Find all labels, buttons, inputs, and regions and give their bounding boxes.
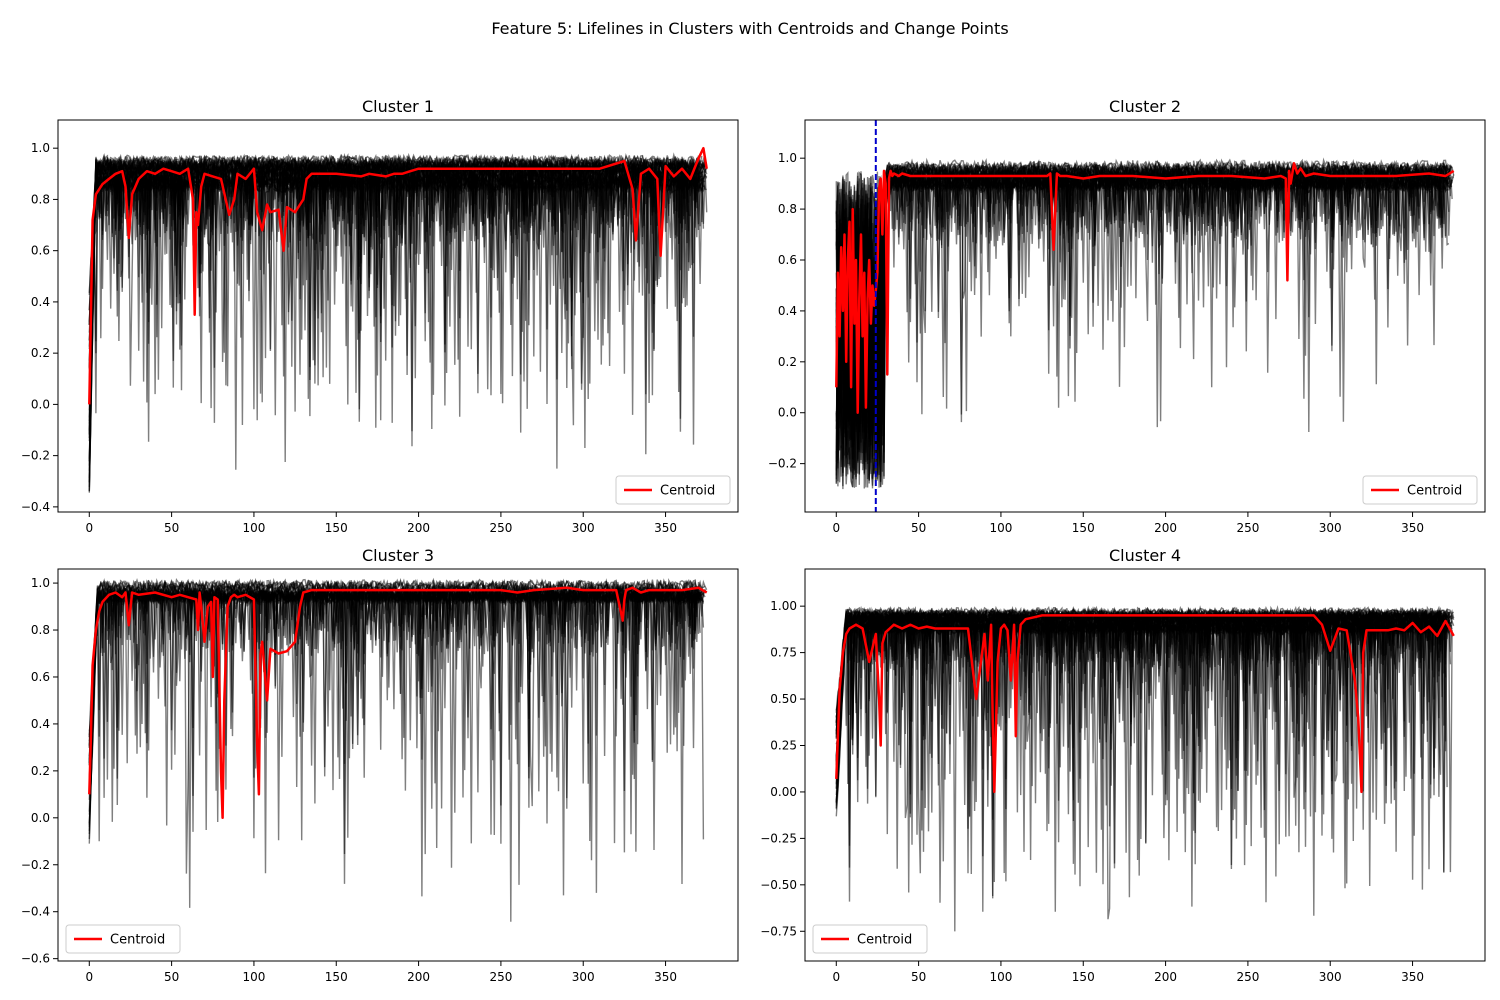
y-tick-label: −0.75	[760, 924, 797, 938]
y-tick-label: 1.00	[770, 599, 797, 613]
centroid-line	[835, 162, 1455, 414]
lifeline	[88, 154, 700, 399]
y-tick-label: −0.2	[768, 457, 797, 471]
y-tick-label: −0.50	[760, 878, 797, 892]
y-tick-label: 1.0	[31, 576, 50, 590]
y-tick-label: 0.4	[31, 295, 50, 309]
centroid-line	[88, 146, 708, 405]
panel-title: Cluster 3	[362, 546, 434, 565]
y-tick-label: 0.6	[31, 670, 50, 684]
y-tick-label: −0.2	[21, 858, 50, 872]
legend: Centroid	[1362, 475, 1478, 505]
legend-box	[812, 924, 928, 954]
x-tick-label: 0	[832, 970, 840, 984]
centroid-line	[835, 614, 1455, 794]
x-tick-label: 150	[1072, 970, 1095, 984]
x-tick-label: 200	[407, 970, 430, 984]
y-tick-label: −0.4	[21, 905, 50, 919]
y-tick-label: 0.8	[31, 192, 50, 206]
x-tick-label: 50	[911, 521, 926, 535]
y-tick-label: 0.2	[778, 355, 797, 369]
axes-frame	[804, 568, 1486, 962]
panel-title: Cluster 1	[362, 97, 434, 116]
x-tick-label: 250	[1236, 521, 1259, 535]
y-tick-label: 1.0	[31, 141, 50, 155]
x-tick-label: 150	[325, 970, 348, 984]
y-tick-label: −0.6	[21, 952, 50, 966]
panel-title: Cluster 4	[1109, 546, 1181, 565]
x-tick-label: 250	[489, 521, 512, 535]
x-tick-label: 100	[242, 970, 265, 984]
panel-title: Cluster 2	[1109, 97, 1181, 116]
legend-label: Centroid	[857, 933, 912, 948]
legend: Centroid	[812, 924, 928, 954]
legend-label: Centroid	[660, 484, 715, 499]
x-tick-label: 300	[572, 521, 595, 535]
x-tick-label: 50	[911, 970, 926, 984]
x-tick-label: 250	[489, 970, 512, 984]
y-tick-label: 0.4	[778, 304, 797, 318]
x-tick-label: 150	[325, 521, 348, 535]
x-tick-label: 300	[572, 970, 595, 984]
y-tick-label: 0.75	[770, 646, 797, 660]
centroid-line	[88, 586, 708, 820]
cluster-panel-4: Cluster 4 0 50 100 150 200 250 300 350 −0.75 −0.50…	[760, 546, 1486, 984]
x-tick-label: 200	[407, 521, 430, 535]
x-tick-label: 350	[654, 970, 677, 984]
legend: Centroid	[615, 475, 731, 505]
x-tick-label: 100	[989, 970, 1012, 984]
x-tick-label: 300	[1319, 521, 1342, 535]
y-tick-label: 0.2	[31, 346, 50, 360]
y-tick-label: 0.4	[31, 717, 50, 731]
x-tick-label: 100	[989, 521, 1012, 535]
y-tick-label: 0.2	[31, 764, 50, 778]
legend: Centroid	[65, 924, 181, 954]
legend-box	[615, 475, 731, 505]
lifelines-group	[88, 577, 708, 922]
y-tick-label: 0.6	[31, 244, 50, 258]
x-tick-label: 300	[1319, 970, 1342, 984]
x-tick-label: 250	[1236, 970, 1259, 984]
y-tick-label: 0.0	[31, 397, 50, 411]
cluster-panel-3: Cluster 3 0 50 100 150 200 250 300 350 −0.6 −0.4 −0…	[21, 546, 739, 984]
y-tick-label: 0.50	[770, 692, 797, 706]
y-tick-label: −0.25	[760, 831, 797, 845]
x-tick-label: 0	[85, 970, 93, 984]
y-tick-label: 0.25	[770, 738, 797, 752]
y-tick-label: −0.4	[21, 500, 50, 514]
lifeline	[835, 165, 1448, 488]
axes-frame	[57, 568, 739, 962]
y-tick-label: 0.6	[778, 253, 797, 267]
y-tick-label: 0.0	[778, 406, 797, 420]
y-tick-label: 0.8	[778, 202, 797, 216]
x-tick-label: 0	[85, 521, 93, 535]
y-tick-label: 0.00	[770, 785, 797, 799]
legend-label: Centroid	[110, 933, 165, 948]
y-tick-label: 0.8	[31, 623, 50, 637]
x-tick-label: 100	[242, 521, 265, 535]
lifeline	[88, 586, 706, 874]
x-tick-label: 200	[1154, 970, 1177, 984]
figure-suptitle: Feature 5: Lifelines in Clusters with Ce…	[491, 19, 1008, 38]
lifelines-group	[835, 157, 1455, 490]
cluster-panel-2: Cluster 2 0 50 100 150 200 250 300 350 −0.2 0.0 0.2…	[768, 97, 1486, 535]
x-tick-label: 50	[164, 521, 179, 535]
x-tick-label: 0	[832, 521, 840, 535]
legend-box	[1362, 475, 1478, 505]
legend-box	[65, 924, 181, 954]
cluster-panel-1: Cluster 1 0 50 100 150 200 250 300 350 −0.4 −0.2 0.…	[21, 97, 739, 535]
y-tick-label: −0.2	[21, 449, 50, 463]
x-tick-label: 350	[1401, 521, 1424, 535]
legend-label: Centroid	[1407, 484, 1462, 499]
y-tick-label: 0.0	[31, 811, 50, 825]
x-tick-label: 200	[1154, 521, 1177, 535]
axes-frame	[804, 119, 1486, 513]
x-tick-label: 350	[654, 521, 677, 535]
x-tick-label: 50	[164, 970, 179, 984]
y-tick-label: 1.0	[778, 151, 797, 165]
x-tick-label: 350	[1401, 970, 1424, 984]
x-tick-label: 150	[1072, 521, 1095, 535]
axes-frame	[57, 119, 739, 513]
